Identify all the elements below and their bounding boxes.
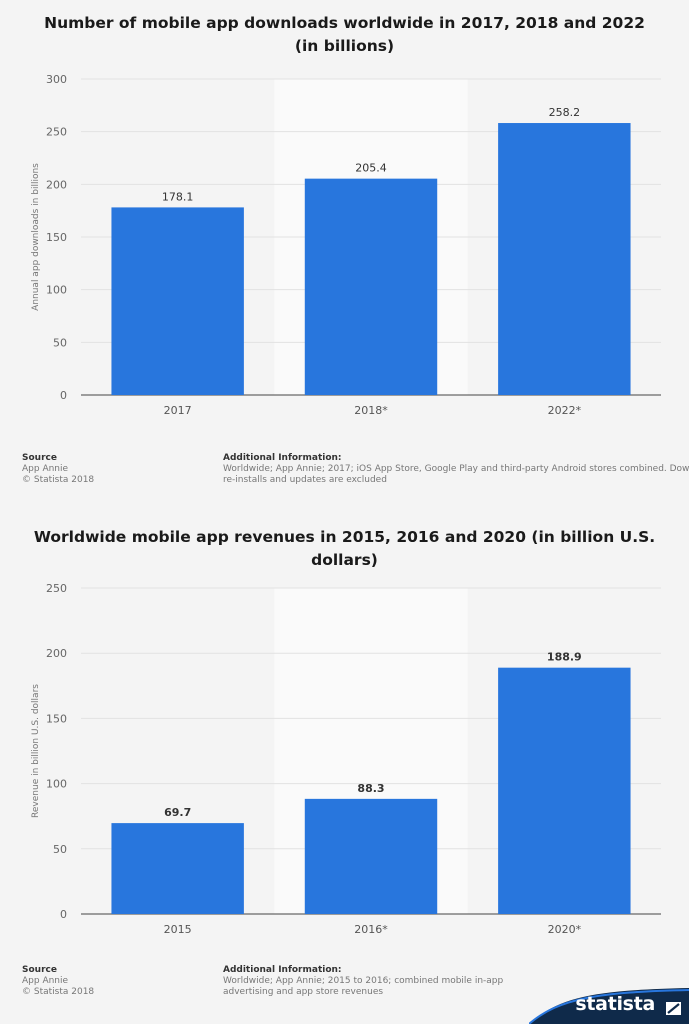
additional-info-line2: re-installs and updates are excluded	[223, 475, 387, 485]
chart-title-line2: dollars)	[311, 551, 378, 569]
additional-info-heading: Additional Information:	[223, 453, 342, 463]
chart-title: Worldwide mobile app revenues in 2015, 2…	[20, 526, 669, 572]
bar-value-label: 188.9	[547, 651, 582, 664]
bar-value-label: 69.7	[164, 806, 191, 819]
additional-info-block: Additional Information: Worldwide; App A…	[223, 453, 689, 486]
bar-2015	[111, 823, 244, 914]
y-axis-title: Revenue in billion U.S. dollars	[31, 684, 41, 818]
additional-info-line1: Worldwide; App Annie; 2017; iOS App Stor…	[223, 464, 689, 474]
y-tick-label: 300	[46, 73, 67, 86]
statista-logo-icon	[666, 1002, 681, 1015]
additional-info-line1: Worldwide; App Annie; 2015 to 2016; comb…	[223, 976, 504, 986]
copyright: © Statista 2018	[22, 987, 95, 997]
statista-brand-banner	[529, 988, 689, 1024]
source-name: App Annie	[22, 976, 69, 986]
additional-info-heading: Additional Information:	[223, 965, 342, 975]
brand-wave-shape	[529, 988, 689, 1024]
y-axis-title: Annual app downloads in billions	[31, 163, 41, 311]
copyright: © Statista 2018	[22, 475, 95, 485]
x-tick-label: 2017	[164, 404, 192, 417]
source-heading: Source	[22, 453, 57, 463]
y-tick-label: 100	[46, 284, 67, 297]
y-tick-label: 0	[60, 389, 67, 402]
bar-2018	[304, 178, 438, 395]
y-tick-label: 50	[53, 336, 67, 349]
bar-2017	[111, 207, 244, 395]
bar-2022	[498, 123, 631, 396]
source-block: Source App Annie © Statista 2018	[22, 453, 202, 486]
y-tick-label: 150	[46, 712, 67, 725]
chart-title-line1: Worldwide mobile app revenues in 2015, 2…	[33, 528, 656, 546]
y-tick-label: 0	[60, 908, 67, 921]
source-name: App Annie	[22, 464, 69, 474]
source-block: Source App Annie © Statista 2018	[22, 965, 202, 998]
brand-wave-accent	[529, 989, 689, 1024]
bar-value-label: 205.4	[355, 162, 387, 175]
additional-info-block: Additional Information: Worldwide; App A…	[223, 965, 689, 998]
x-tick-label: 2022*	[548, 404, 582, 417]
revenues-bar-chart: 0 50 100 150 200 250 Revenue in billion U.S. d…	[31, 582, 661, 936]
y-tick-label: 100	[46, 778, 67, 791]
bar-value-label: 88.3	[357, 782, 384, 795]
bar-2016	[304, 798, 438, 914]
x-tick-label: 2016*	[354, 923, 388, 936]
y-tick-label: 250	[46, 126, 67, 139]
revenues-chart-panel: Worldwide mobile app revenues in 2015, 2…	[0, 512, 689, 1024]
y-tick-label: 200	[46, 178, 67, 191]
bar-value-label: 258.2	[549, 106, 581, 119]
y-tick-label: 50	[53, 843, 67, 856]
bar-2020	[498, 667, 631, 914]
bar-value-label: 178.1	[162, 190, 194, 203]
downloads-chart-panel: Number of mobile app downloads worldwide…	[0, 0, 689, 500]
y-tick-label: 250	[46, 582, 67, 595]
additional-info-line2: advertising and app store revenues	[223, 987, 384, 997]
chart-title-line1: Number of mobile app downloads worldwide…	[44, 14, 645, 32]
x-tick-label: 2020*	[548, 923, 582, 936]
chart-title: Number of mobile app downloads worldwide…	[20, 12, 669, 58]
x-tick-label: 2015	[164, 923, 192, 936]
x-tick-label: 2018*	[354, 404, 388, 417]
downloads-bar-chart: 0 50 100 150 200 250 300 Annual app downloads i…	[31, 73, 661, 417]
y-tick-label: 150	[46, 231, 67, 244]
statista-logo-text: statista	[575, 993, 655, 1015]
y-tick-label: 200	[46, 647, 67, 660]
chart-title-line2: (in billions)	[294, 37, 395, 55]
source-heading: Source	[22, 965, 57, 975]
